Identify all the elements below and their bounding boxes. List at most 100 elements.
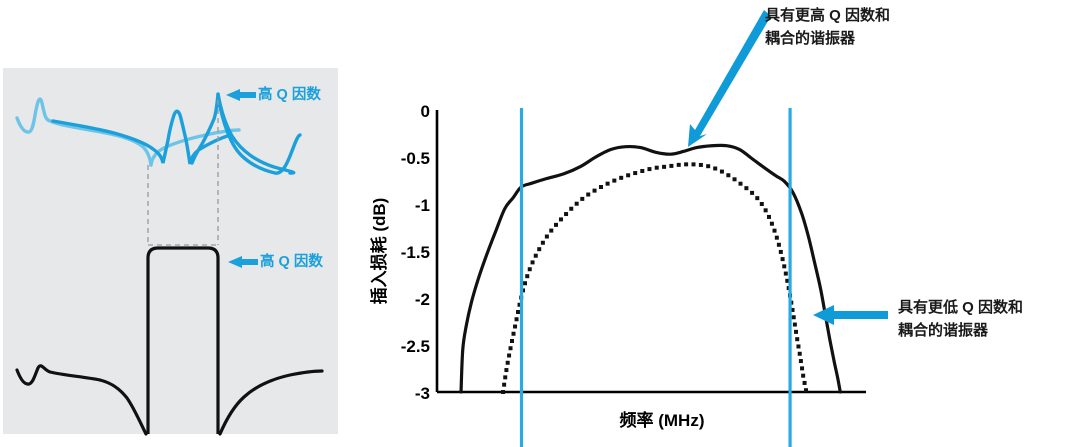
series-dot xyxy=(598,185,603,190)
series-dot xyxy=(763,208,768,213)
filter-out-of-band-curve xyxy=(15,364,148,436)
series-dot xyxy=(508,346,513,351)
series-dot xyxy=(713,166,718,171)
series-dot xyxy=(706,164,711,169)
high-q-label-top: 高 Q 因数 xyxy=(226,85,321,103)
high-q-label-bottom-text: 高 Q 因数 xyxy=(260,252,323,270)
series-dot xyxy=(769,221,774,226)
higher-q-annotation: 具有更高 Q 因数和 耦合的谐振器 xyxy=(688,6,890,147)
series-dot xyxy=(516,310,521,315)
series-dot xyxy=(580,196,585,201)
series-dot xyxy=(509,338,514,343)
arrow-left-icon xyxy=(813,305,888,325)
series-dot xyxy=(744,186,749,191)
series-dot xyxy=(503,375,508,380)
series-dot xyxy=(592,188,597,193)
x-axis-title: 频率 (MHz) xyxy=(620,410,705,430)
series-dot xyxy=(564,212,569,217)
series-dot xyxy=(505,360,510,365)
series-dot xyxy=(801,373,806,378)
high-q-label-top-text: 高 Q 因数 xyxy=(258,85,321,103)
series-dot xyxy=(778,249,783,254)
arrow-down-left-icon xyxy=(688,10,771,147)
series-line-solid xyxy=(459,143,842,394)
series-dot xyxy=(732,177,737,182)
lower-q-annotation-line1: 具有更低 Q 因数和 xyxy=(898,298,1023,316)
y-tick-label: -1.5 xyxy=(401,243,430,262)
band-markers-group xyxy=(519,108,792,447)
series-dot xyxy=(511,331,516,336)
lower-q-annotation: 具有更低 Q 因数和 耦合的谐振器 xyxy=(813,298,1023,339)
series-dot xyxy=(800,366,805,371)
high-q-label-bottom: 高 Q 因数 xyxy=(228,252,323,270)
series-dot xyxy=(669,163,674,168)
series-dot xyxy=(750,190,755,195)
series-dot xyxy=(759,202,764,207)
series-dot xyxy=(774,235,779,240)
high-q-resonance-tail xyxy=(216,92,296,175)
series-dot xyxy=(640,168,645,173)
series-dot xyxy=(525,274,530,279)
y-tick-label: -2.5 xyxy=(401,337,430,356)
series-dot xyxy=(802,380,807,385)
series-dot xyxy=(504,368,509,373)
chart-panel: 0 -0.5 -1 -1.5 -2 -2.5 -3 插入损耗 (dB) 频率 (… xyxy=(369,6,1023,447)
dashed-guides xyxy=(147,100,219,246)
series-dot xyxy=(507,353,512,358)
y-tick-label: 0 xyxy=(421,102,430,121)
series-dot xyxy=(654,165,659,170)
left-arrow-icon-top xyxy=(226,89,256,101)
y-tick-labels: 0 -0.5 -1 -1.5 -2 -2.5 -3 xyxy=(401,102,430,403)
series-dot xyxy=(783,271,788,276)
series-dot xyxy=(785,278,790,283)
series-dot xyxy=(798,359,803,364)
series-dot xyxy=(804,388,809,393)
series-dot xyxy=(796,344,801,349)
series-dot xyxy=(790,307,795,312)
series-dot xyxy=(586,192,591,197)
y-tick-label: -1 xyxy=(415,196,430,215)
series-dot xyxy=(766,214,771,219)
series-dot xyxy=(719,169,724,174)
series-dot xyxy=(626,173,631,178)
series-dot xyxy=(791,315,796,320)
series-dot xyxy=(523,281,527,286)
series-dot xyxy=(662,164,667,169)
series-dot xyxy=(517,302,522,307)
series-dot xyxy=(795,337,800,342)
series-dot xyxy=(676,162,681,167)
y-axis-title: 插入损耗 (dB) xyxy=(369,198,389,305)
higher-q-annotation-line1: 具有更高 Q 因数和 xyxy=(765,6,890,24)
series-dot xyxy=(619,175,624,180)
series-dot xyxy=(501,390,506,394)
mid-q-resonance-curve xyxy=(51,109,232,165)
series-dot xyxy=(537,247,542,252)
series-dot xyxy=(605,181,610,186)
series-dot xyxy=(527,267,532,272)
series-dot xyxy=(726,173,731,178)
series-dot xyxy=(691,162,696,167)
series-dot xyxy=(772,228,777,233)
series-dot xyxy=(530,260,535,265)
series-group xyxy=(459,143,842,394)
series-dot xyxy=(633,171,638,176)
higher-q-annotation-line2: 耦合的谐振器 xyxy=(765,29,856,47)
series-dot xyxy=(684,162,689,167)
series-dot xyxy=(558,217,563,222)
series-dot xyxy=(755,196,760,201)
left-arrow-icon-bottom xyxy=(228,256,258,268)
series-dot xyxy=(738,181,743,186)
series-dot xyxy=(533,253,538,258)
series-dot xyxy=(502,382,507,387)
filter-passband-shape xyxy=(146,246,220,434)
series-dot xyxy=(569,206,574,211)
series-dot xyxy=(544,234,549,239)
y-tick-label: -2 xyxy=(415,290,430,309)
series-dot xyxy=(792,322,797,327)
series-dot xyxy=(514,317,519,322)
series-dot xyxy=(647,167,652,172)
left-panel: 高 Q 因数 高 Q 因数 xyxy=(3,68,338,436)
y-tick-label: -0.5 xyxy=(401,149,430,168)
lower-q-annotation-line2: 耦合的谐振器 xyxy=(898,321,989,339)
